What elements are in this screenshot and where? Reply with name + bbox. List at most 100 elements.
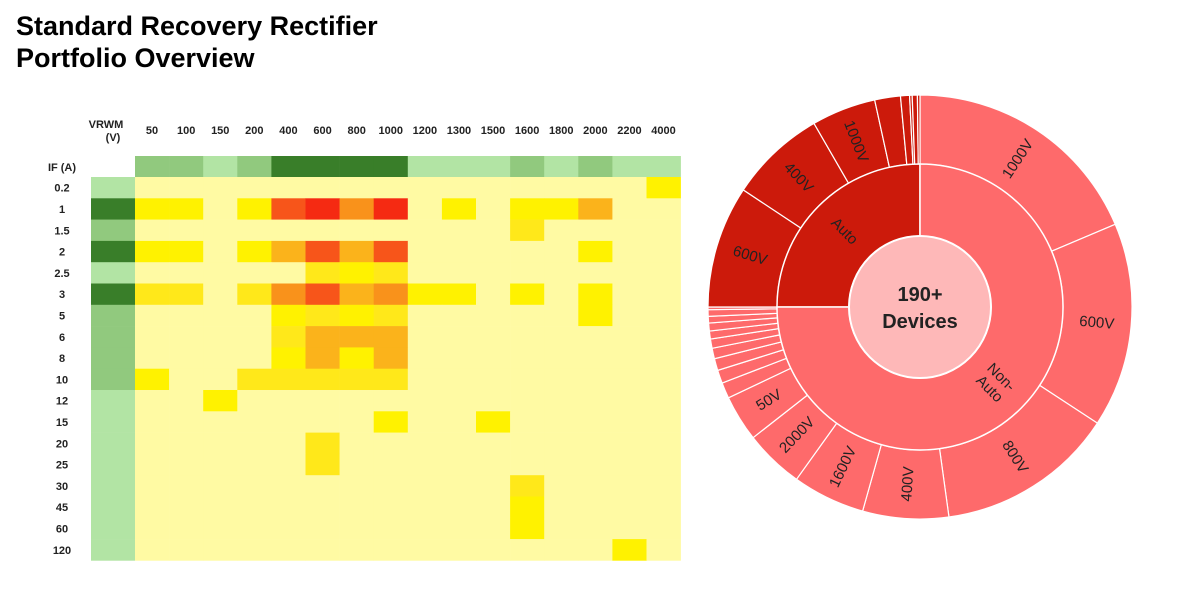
heatmap-cell	[441, 283, 477, 306]
heatmap-cell	[441, 539, 477, 561]
portfolio-heatmap: VRWM (V) IF (A) # 5010015020040060080010…	[48, 119, 681, 561]
column-header-2200v: 2200	[617, 125, 641, 137]
column-header-400v: 400	[279, 125, 297, 137]
heatmap-cell	[646, 453, 681, 476]
heatmap-cell	[339, 411, 374, 433]
heatmap-cell	[441, 517, 477, 540]
heatmap-cell	[373, 517, 409, 540]
heatmap-cell	[510, 390, 545, 412]
title-line-2: Portfolio Overview	[16, 43, 255, 73]
heatmap-cell	[135, 347, 170, 369]
heatmap-cell	[476, 539, 511, 561]
heatmap-cell	[544, 240, 579, 263]
heatmap-cell	[305, 262, 340, 284]
heatmap-cell	[237, 539, 272, 561]
heatmap-cell	[612, 177, 647, 199]
heatmap-cell	[476, 283, 511, 306]
heatmap-cell	[373, 177, 409, 199]
heatmap-cell	[305, 453, 340, 476]
heatmap-cell	[407, 326, 443, 348]
row-count-cell	[91, 326, 135, 348]
heatmap-cell	[510, 240, 545, 263]
column-count-cell	[646, 156, 681, 177]
heatmap-cell	[237, 283, 272, 306]
row-header-5a: 5	[59, 310, 65, 322]
heatmap-cell	[169, 198, 204, 220]
column-count-cell	[169, 156, 204, 177]
heatmap-cell	[373, 411, 409, 433]
heatmap-cell	[305, 283, 340, 306]
column-count-cell	[135, 156, 170, 177]
heatmap-cell	[169, 219, 204, 242]
row-header-8a: 8	[59, 353, 65, 365]
heatmap-cell	[203, 453, 238, 476]
heatmap-cell	[135, 411, 170, 433]
heatmap-cell	[441, 432, 477, 455]
heatmap-cell	[441, 177, 477, 199]
heatmap-cell	[271, 432, 306, 455]
heatmap-cell	[203, 496, 238, 519]
heatmap-cell	[612, 304, 647, 327]
heatmap-cell	[339, 453, 374, 476]
heatmap-cell	[271, 539, 306, 561]
heatmap-cell	[203, 262, 238, 284]
heatmap-cell	[441, 475, 477, 497]
column-count-cell	[305, 156, 340, 177]
heatmap-cell	[441, 368, 477, 391]
heatmap-cell	[646, 262, 681, 284]
heatmap-cell	[476, 326, 511, 348]
row-count-cell	[91, 347, 135, 369]
heatmap-cell	[612, 283, 647, 306]
heatmap-cell	[237, 177, 272, 199]
heatmap-cell	[510, 198, 545, 220]
row-count-cell	[91, 539, 135, 561]
heatmap-cell	[544, 368, 579, 391]
heatmap-cell	[612, 432, 647, 455]
row-count-cell	[91, 432, 135, 455]
outer-label-non-auto-400v: 400V	[898, 466, 917, 502]
heatmap-cell	[441, 496, 477, 519]
heatmap-cell	[237, 453, 272, 476]
row-header-6a: 6	[59, 332, 65, 344]
column-count-cell	[544, 156, 579, 177]
heatmap-cell	[169, 539, 204, 561]
heatmap-cell	[544, 411, 579, 433]
heatmap-cell	[203, 411, 238, 433]
heatmap-cell	[135, 283, 170, 306]
heatmap-cell	[510, 283, 545, 306]
heatmap-cell	[476, 432, 511, 455]
heatmap-cell	[476, 517, 511, 540]
heatmap-cell	[612, 326, 647, 348]
heatmap-cell	[578, 432, 613, 455]
heatmap-cell	[237, 432, 272, 455]
row-count-cell	[91, 177, 135, 199]
heatmap-cell	[578, 283, 613, 306]
heatmap-cell	[544, 326, 579, 348]
heatmap-cell	[203, 326, 238, 348]
heatmap-cell	[544, 198, 579, 220]
heatmap-cell	[407, 347, 443, 369]
heatmap-cell	[203, 240, 238, 263]
heatmap-cell	[203, 432, 238, 455]
heatmap-cell	[578, 240, 613, 263]
heatmap-cell	[407, 539, 443, 561]
outer-label-non-auto-600v: 600V	[1079, 313, 1115, 333]
heatmap-cell	[578, 539, 613, 561]
heatmap-cell	[169, 326, 204, 348]
heatmap-cell	[237, 368, 272, 391]
column-count-cell	[578, 156, 613, 177]
heatmap-cell	[169, 240, 204, 263]
vrwm-unit-label: (V)	[106, 132, 121, 144]
center-count-label: 190+	[897, 284, 942, 306]
heatmap-cell	[373, 304, 409, 327]
heatmap-cell	[203, 475, 238, 497]
heatmap-cell	[271, 453, 306, 476]
heatmap-cell	[373, 219, 409, 242]
heatmap-cell	[271, 496, 306, 519]
heatmap-cell	[373, 368, 409, 391]
heatmap-cell	[305, 198, 340, 220]
heatmap-cell	[476, 347, 511, 369]
column-count-cell	[407, 156, 443, 177]
heatmap-cell	[441, 219, 477, 242]
heatmap-cell	[135, 368, 170, 391]
